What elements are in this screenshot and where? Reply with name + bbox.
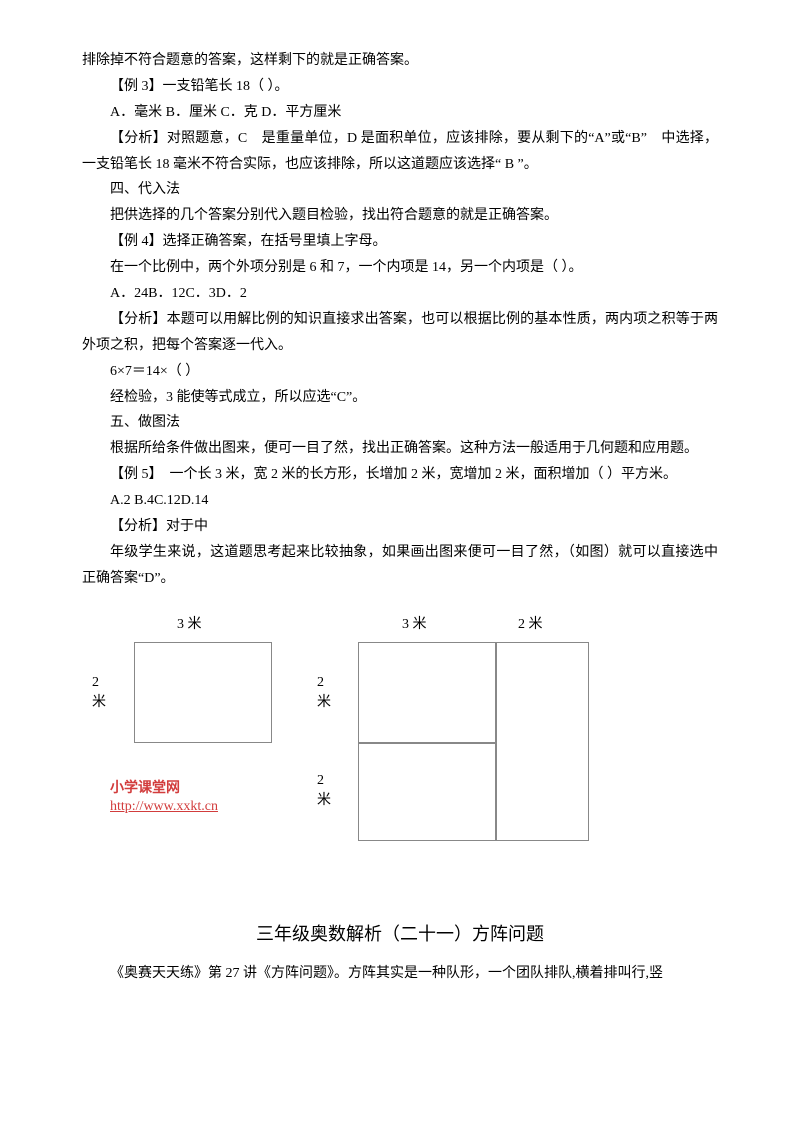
line-1: 排除掉不符合题意的答案，这样剩下的就是正确答案。 [82,48,718,74]
line-18: 年级学生来说，这道题思考起来比较抽象，如果画出图来便可一目了然，（如图）就可以直… [82,540,718,592]
rect-right-a [358,642,496,743]
dim-right-side-b: 米 [317,690,331,716]
line-12: 经检验，3 能使等式成立，所以应选“C”。 [82,385,718,411]
line-10: 【分析】本题可以用解比例的知识直接求出答案，也可以根据比例的基本性质，两内项之积… [82,307,718,359]
line-4: 【分析】对照题意，C 是重量单位，D 是面积单位，应该排除，要从剩下的“A”或“… [82,126,718,178]
line-15: 【例 5】 一个长 3 米，宽 2 米的长方形，长增加 2 米，宽增加 2 米，… [82,462,718,488]
watermark-text1: 小学课堂网 [110,781,180,796]
dim-left-side-b: 米 [92,690,106,716]
line-2: 【例 3】一支铅笔长 18（ ）。 [82,74,718,100]
line-17: 【分析】对于中 [82,514,718,540]
line-16: A.2 B.4C.12D.14 [82,488,718,514]
line-9: A．24B．12C．3D．2 [82,281,718,307]
line-14: 根据所给条件做出图来，便可一目了然，找出正确答案。这种方法一般适用于几何题和应用… [82,436,718,462]
line-7: 【例 4】选择正确答案，在括号里填上字母。 [82,229,718,255]
tail-line: 《奥赛天天练》第 27 讲《方阵问题》。方阵其实是一种队形，一个团队排队,横着排… [82,961,718,987]
dim-left-top: 3 米 [177,612,202,638]
watermark-text2: http://www.xxkt.cn [110,799,218,814]
section-title-2: 三年级奥数解析（二十一）方阵问题 [82,918,718,951]
line-11: 6×7＝14×（ ） [82,359,718,385]
line-6: 把供选择的几个答案分别代入题目检验，找出符合题意的就是正确答案。 [82,203,718,229]
dim-right-side-d: 米 [317,788,331,814]
rect-left [134,642,272,743]
rect-right-c [358,743,496,841]
line-3: A．毫米 B．厘米 C．克 D．平方厘米 [82,100,718,126]
dim-right-top2: 2 米 [518,612,543,638]
dim-right-top3: 3 米 [402,612,427,638]
diagram-container: 3 米 2 米 3 米 2 米 2 米 2 米 小学课堂网 http://www… [82,610,718,910]
rect-right-b [496,642,589,841]
line-8: 在一个比例中，两个外项分别是 6 和 7，一个内项是 14，另一个内项是（ ）。 [82,255,718,281]
line-13: 五、做图法 [82,410,718,436]
watermark: 小学课堂网 http://www.xxkt.cn [110,780,218,816]
line-5: 四、代入法 [82,177,718,203]
